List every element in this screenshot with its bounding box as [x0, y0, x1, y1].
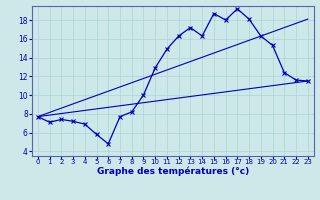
X-axis label: Graphe des températures (°c): Graphe des températures (°c) [97, 167, 249, 176]
